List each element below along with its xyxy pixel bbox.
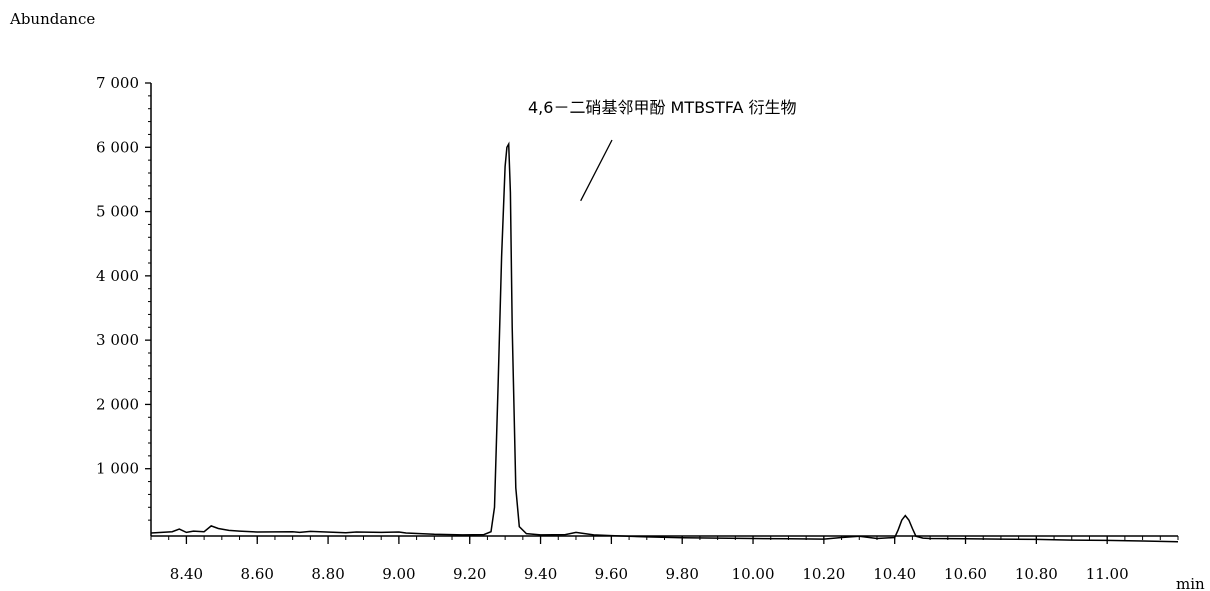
x-tick-label: 10.80 [1015, 565, 1058, 583]
y-ticks: 7 000 6 000 5 000 4 000 3 000 2 000 1 000 [96, 74, 151, 521]
x-tick-label: 9.20 [453, 565, 486, 583]
peak-annotation: 4,6－二硝基邻甲酚 MTBSTFA 衍生物 [528, 98, 797, 117]
chromatogram-trace [150, 141, 1179, 543]
annotation-leader-line [580, 139, 613, 202]
x-tick-label: 10.60 [944, 565, 987, 583]
x-tick-label: 10.40 [873, 565, 916, 583]
x-ticks: 8.40 8.60 8.80 9.00 9.20 9.40 9.60 9.80 10.00 10.… [150, 536, 1179, 583]
y-tick-label: 2 000 [96, 395, 139, 413]
x-tick-label: 9.80 [666, 565, 699, 583]
y-tick-label: 6 000 [96, 138, 139, 156]
x-tick-label: 10.20 [802, 565, 845, 583]
y-tick-label: 1 000 [96, 460, 139, 478]
x-axis-label: min [1176, 575, 1205, 591]
x-tick-label: 11.00 [1086, 565, 1129, 583]
y-tick-label: 4 000 [96, 267, 139, 285]
x-tick-label: 9.60 [595, 565, 628, 583]
x-tick-label: 10.00 [732, 565, 775, 583]
y-axis-label: Abundance [9, 10, 95, 28]
y-tick-label: 7 000 [96, 74, 139, 92]
x-tick-label: 9.00 [382, 565, 415, 583]
y-tick-label: 3 000 [96, 331, 139, 349]
x-tick-label: 8.80 [311, 565, 344, 583]
x-tick-label: 8.40 [170, 565, 203, 583]
x-tick-label: 9.40 [524, 565, 557, 583]
x-tick-label: 8.60 [241, 565, 274, 583]
y-tick-label: 5 000 [96, 203, 139, 221]
